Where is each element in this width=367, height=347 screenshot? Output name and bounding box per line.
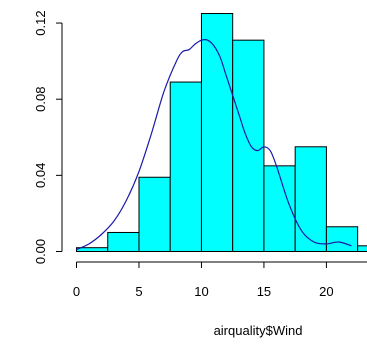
histogram-bar — [325, 226, 359, 252]
histogram-bar — [294, 146, 327, 252]
histogram-bars — [76, 13, 367, 253]
histogram-bar — [357, 245, 367, 252]
histogram-bar — [107, 231, 140, 253]
x-tick-label: 5 — [135, 284, 142, 299]
histogram-bar — [138, 176, 171, 252]
x-tick-label: 20 — [319, 284, 333, 299]
x-axis-title: airquality$Wind — [214, 323, 303, 338]
histogram-bar — [200, 13, 234, 252]
histogram-bar — [169, 81, 202, 252]
x-axis: 0 5 10 15 20 — [73, 261, 367, 299]
y-tick-label: 0.12 — [33, 10, 48, 35]
y-tick-label: 0.04 — [33, 163, 48, 188]
x-tick-label: 10 — [194, 284, 208, 299]
density-curve — [76, 38, 352, 251]
y-axis: 0.00 0.04 0.08 0.12 — [33, 10, 63, 264]
histogram-bar — [232, 39, 265, 252]
y-tick-label: 0.08 — [33, 87, 48, 112]
x-tick-label: 15 — [257, 284, 271, 299]
x-tick-label: 0 — [73, 284, 80, 299]
y-tick-label: 0.00 — [33, 239, 48, 264]
